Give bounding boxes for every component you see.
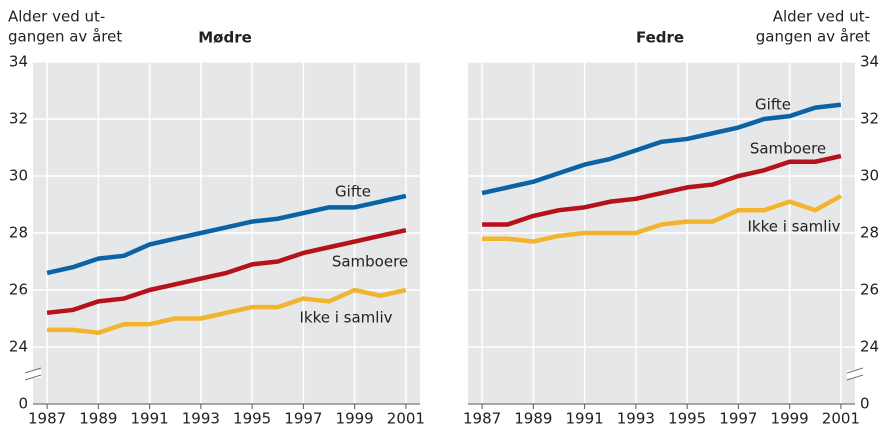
series-label: Ikke i samliv <box>747 218 840 236</box>
x-tick-label: 1993 <box>617 410 655 428</box>
x-tick-label: 2001 <box>822 410 860 428</box>
y-tick-label: 32 <box>860 110 879 128</box>
axis-break <box>24 367 42 381</box>
y-axis-label: Alder ved ut- <box>8 8 105 26</box>
y-tick-label: 0 <box>860 395 870 413</box>
series-line <box>481 102 842 196</box>
x-tick-label: 1995 <box>668 410 706 428</box>
y-axis-label: Alder ved ut- <box>773 8 870 26</box>
series-label: Samboere <box>332 253 408 271</box>
x-tick-label: 1987 <box>463 410 501 428</box>
y-axis-label: gangen av året <box>756 28 870 46</box>
series-label: Ikke i samliv <box>299 309 392 327</box>
series-label: Gifte <box>755 96 791 114</box>
series-line <box>482 193 842 244</box>
x-tick-label: 1997 <box>719 410 757 428</box>
x-tick-label: 1997 <box>284 410 322 428</box>
y-tick-label: 28 <box>860 224 879 242</box>
x-tick-label: 1991 <box>566 410 604 428</box>
y-axis-label: gangen av året <box>8 28 122 46</box>
series-label: Samboere <box>750 140 826 158</box>
y-tick-label: 34 <box>9 53 28 71</box>
y-tick-label: 24 <box>860 338 879 356</box>
y-tick-label: 26 <box>860 281 879 299</box>
x-tick-label: 1995 <box>233 410 271 428</box>
y-tick-label: 34 <box>860 53 879 71</box>
axis-break-gap <box>847 370 863 378</box>
x-tick-label: 1991 <box>131 410 169 428</box>
y-tick-label: 26 <box>9 281 28 299</box>
chart-title: Mødre <box>198 29 252 47</box>
x-tick-label: 1999 <box>771 410 809 428</box>
x-tick-label: 1989 <box>514 410 552 428</box>
axis-break-gap <box>25 370 41 378</box>
axis-break <box>846 367 864 381</box>
y-tick-label: 30 <box>9 167 28 185</box>
series-line <box>47 287 407 335</box>
chart-title: Fedre <box>636 29 684 47</box>
series-line <box>482 153 842 227</box>
x-tick-label: 1993 <box>182 410 220 428</box>
x-tick-label: 1989 <box>79 410 117 428</box>
series-line <box>46 227 407 316</box>
x-tick-label: 2001 <box>387 410 425 428</box>
series-line <box>46 193 407 276</box>
y-tick-label: 24 <box>9 338 28 356</box>
series-label: Gifte <box>335 183 371 201</box>
y-tick-label: 28 <box>9 224 28 242</box>
y-tick-label: 0 <box>18 395 28 413</box>
x-tick-label: 1999 <box>336 410 374 428</box>
x-tick-label: 1987 <box>28 410 66 428</box>
y-tick-label: 30 <box>860 167 879 185</box>
y-tick-label: 32 <box>9 110 28 128</box>
